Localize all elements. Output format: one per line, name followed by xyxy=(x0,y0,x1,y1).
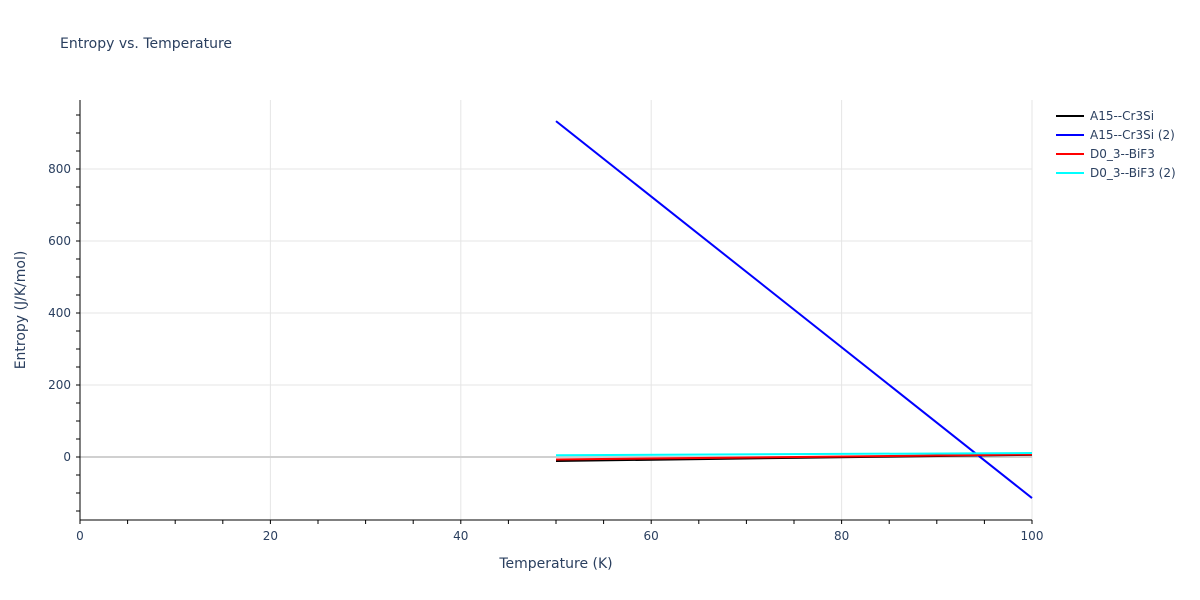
series-line xyxy=(555,452,1033,457)
series-line xyxy=(555,120,1033,499)
x-axis-title: Temperature (K) xyxy=(498,556,612,572)
legend-swatch xyxy=(1056,171,1084,174)
x-tick-label: 40 xyxy=(453,529,468,543)
series-line xyxy=(555,453,1033,461)
legend-item[interactable]: A15--Cr3Si (2) xyxy=(1056,125,1176,144)
x-tick-label: 100 xyxy=(1021,529,1044,543)
legend-swatch xyxy=(1056,114,1084,117)
x-tick-label: 80 xyxy=(834,529,849,543)
y-tick-label: 600 xyxy=(48,234,71,248)
legend-item[interactable]: D0_3--BiF3 (2) xyxy=(1056,163,1176,182)
legend-label: D0_3--BiF3 (2) xyxy=(1090,165,1176,180)
legend: A15--Cr3Si A15--Cr3Si (2) D0_3--BiF3 D0_3--… xyxy=(1056,106,1176,182)
y-axis-title: Entropy (J/K/mol) xyxy=(13,251,29,370)
y-tick-label: 800 xyxy=(48,162,71,176)
x-tick-label: 20 xyxy=(263,529,278,543)
legend-label: A15--Cr3Si xyxy=(1090,108,1155,123)
legend-swatch xyxy=(1056,133,1084,136)
legend-label: D0_3--BiF3 xyxy=(1090,146,1155,161)
y-tick-label: 200 xyxy=(48,378,71,392)
legend-label: A15--Cr3Si (2) xyxy=(1090,127,1175,142)
x-tick-label: 0 xyxy=(76,529,84,543)
x-tick-label: 60 xyxy=(644,529,659,543)
legend-item[interactable]: D0_3--BiF3 xyxy=(1056,144,1176,163)
y-tick-label: 400 xyxy=(48,306,71,320)
y-tick-label: 0 xyxy=(63,450,71,464)
legend-item[interactable]: A15--Cr3Si xyxy=(1056,106,1176,125)
legend-swatch xyxy=(1056,152,1084,155)
chart-title: Entropy vs. Temperature xyxy=(60,36,233,52)
